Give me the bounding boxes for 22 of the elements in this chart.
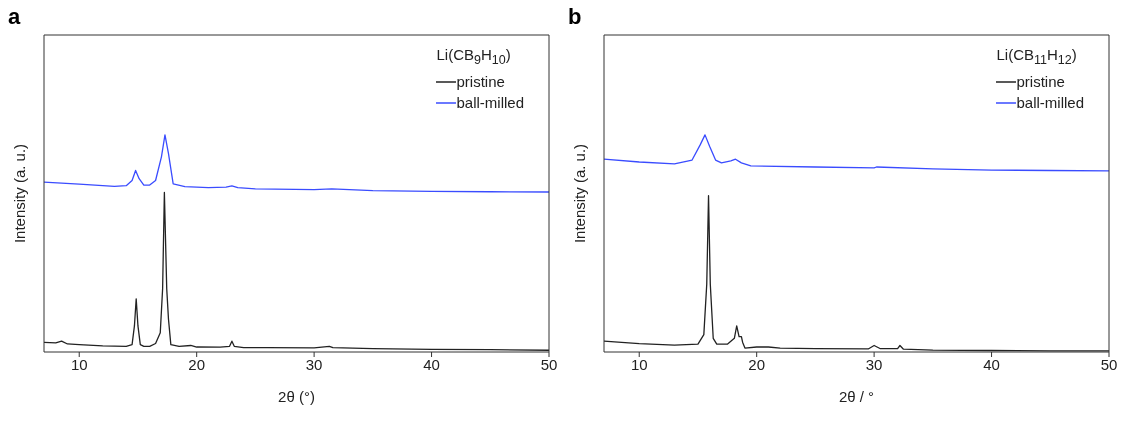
x-tick-label: 30 [865,355,883,373]
x-tick-label: 50 [540,355,558,373]
y-axis-title: Intensity (a. u.) [11,143,29,244]
x-tick-label: 40 [983,355,1000,373]
legend-label: pristine [1016,72,1065,92]
x-tick-label: 40 [423,355,440,373]
legend-label: ball-milled [456,93,524,113]
x-tick-label: 10 [70,355,88,373]
legend-title: Li(CB$_{9}$H$_{10}$) [436,45,512,69]
chart-title: a [8,4,21,30]
x-tick-label: 10 [630,355,648,373]
x-axis-title: 2θ / ° [838,388,875,405]
legend-title: Li(CB$_{11}$H$_{12}$) [996,45,1078,69]
x-tick-label: 20 [748,355,766,373]
chart-title: b [568,4,582,30]
legend-label: pristine [456,72,505,92]
x-axis-title: 2θ (°) [278,388,315,405]
y-axis-title: Intensity (a. u.) [571,143,589,244]
x-tick-label: 20 [188,355,206,373]
x-tick-label: 30 [305,355,323,373]
x-tick-label: 50 [1100,355,1118,373]
legend-label: ball-milled [1016,93,1084,113]
